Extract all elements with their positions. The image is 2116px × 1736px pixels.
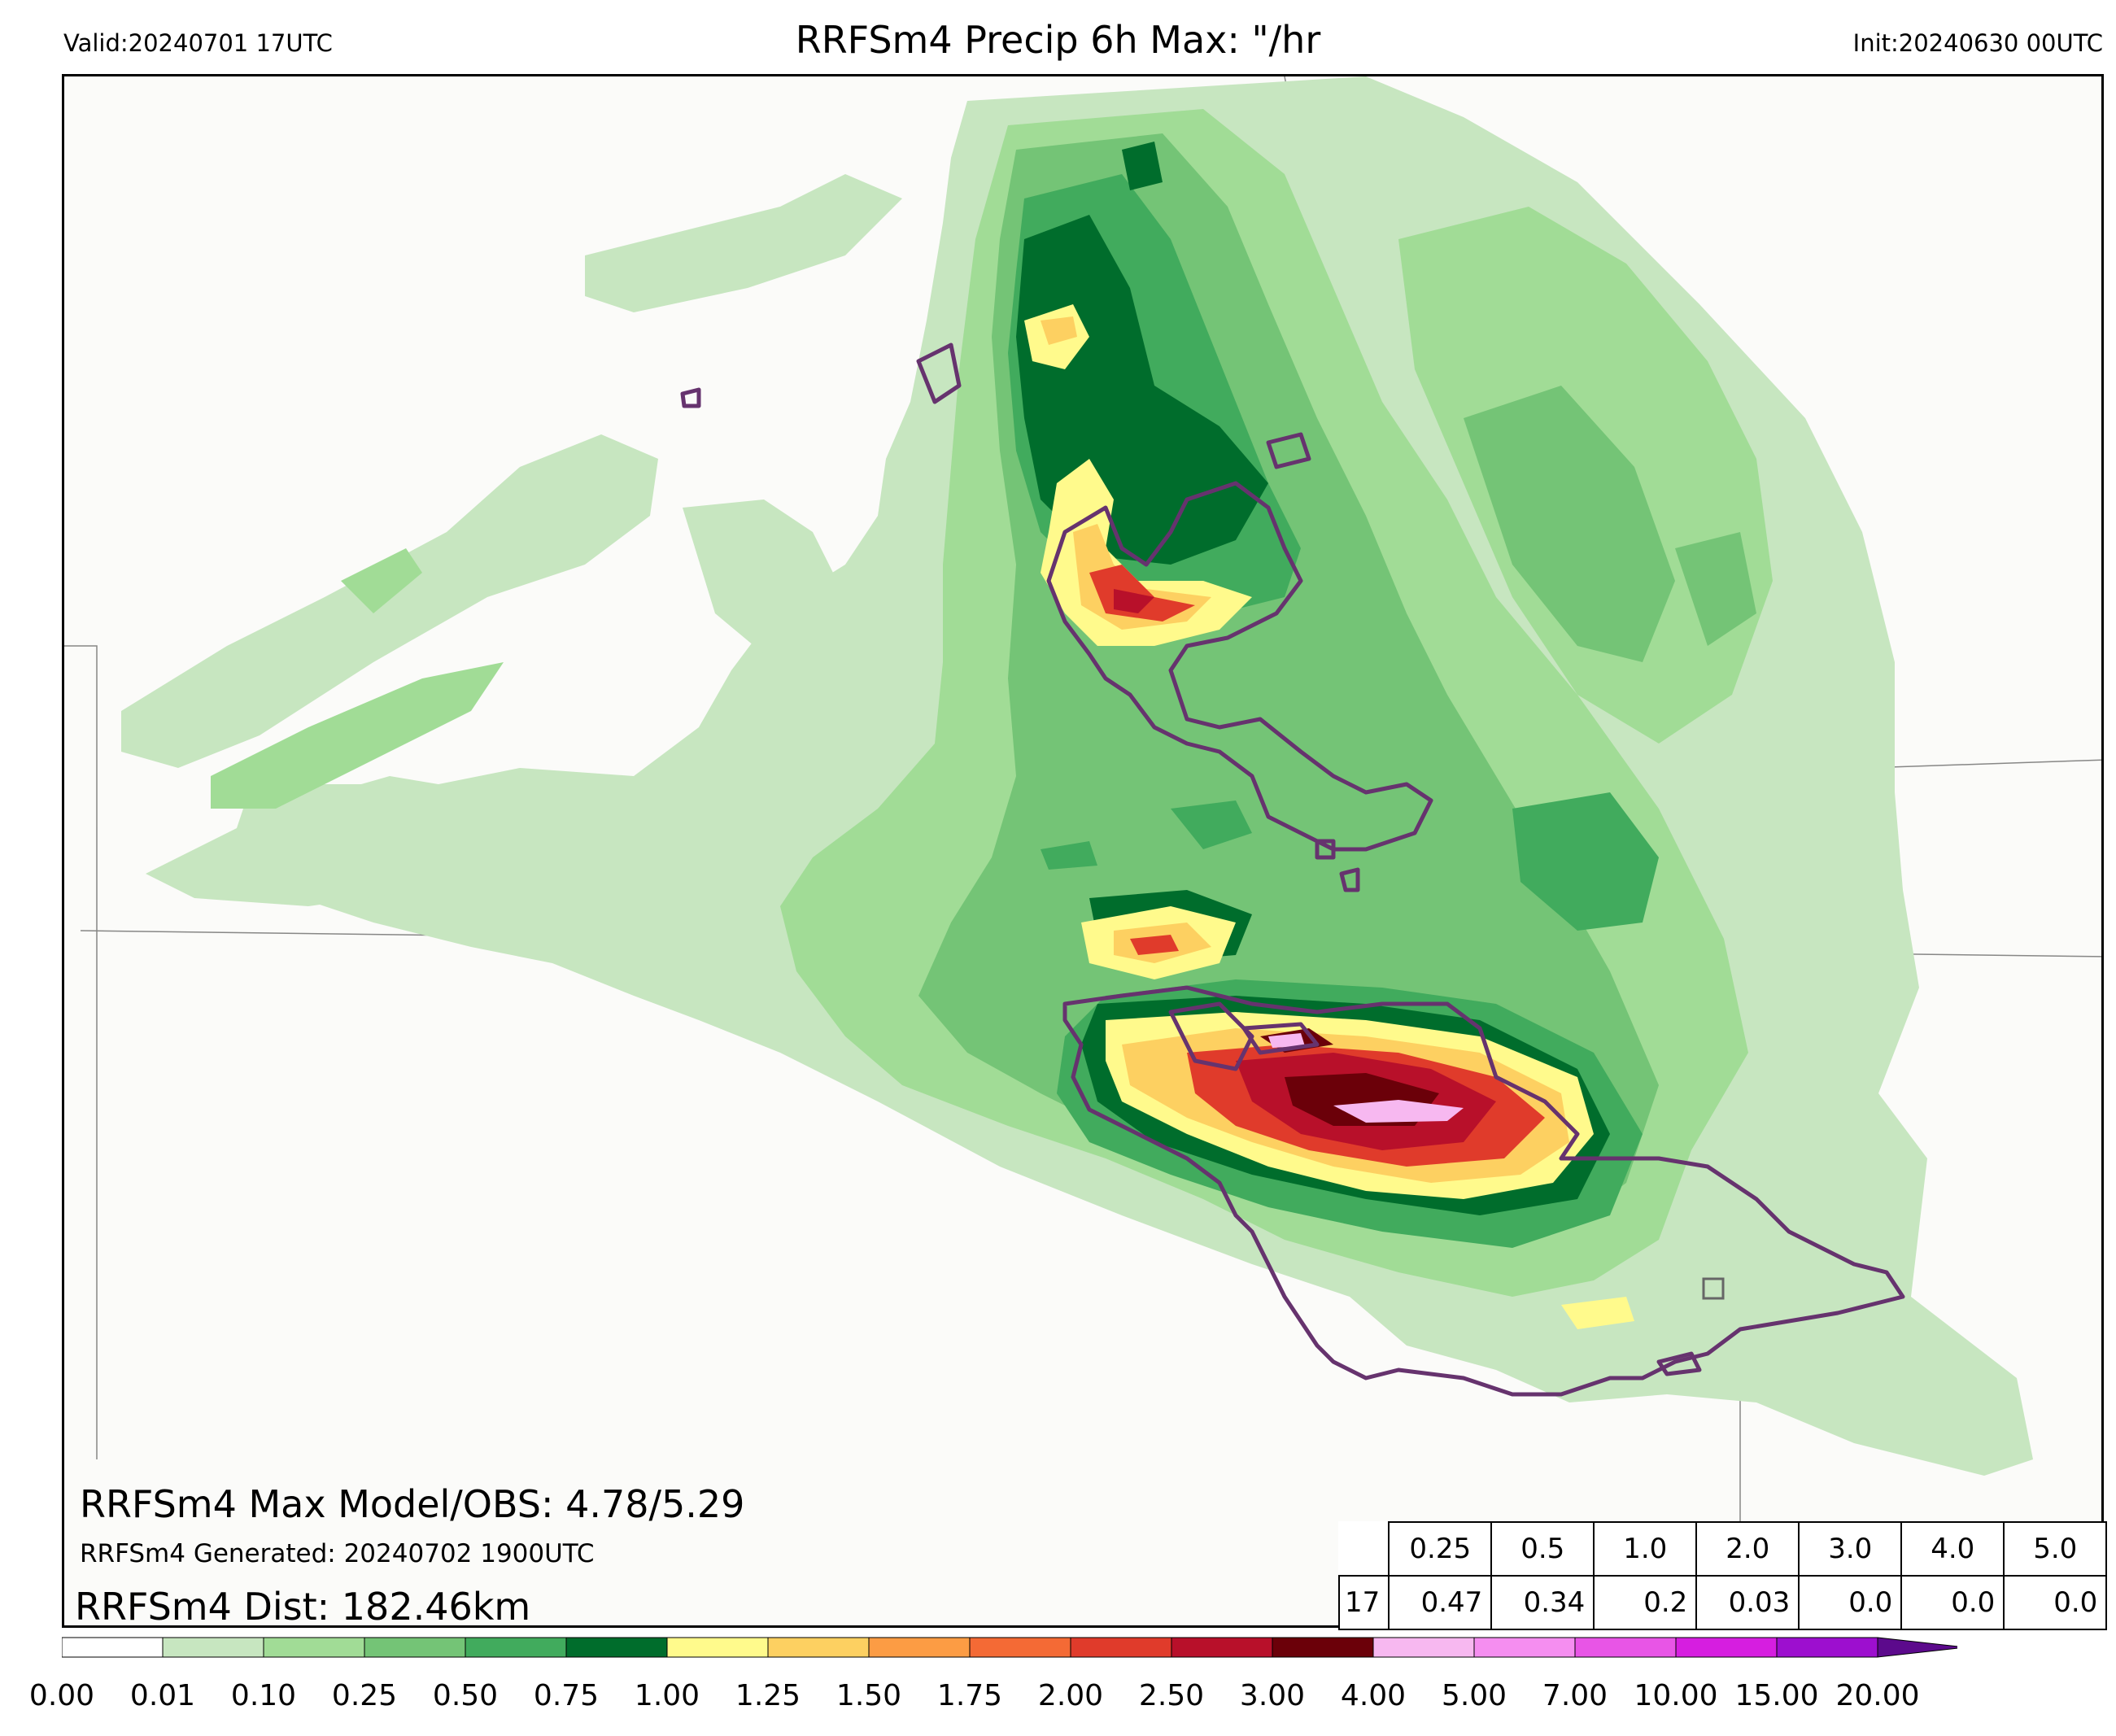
colorbar — [62, 1637, 1957, 1658]
threshold-header-row: 0.25 0.5 1.0 2.0 3.0 4.0 5.0 — [1339, 1521, 2108, 1577]
colorbar-tick-label: 20.00 — [1835, 1679, 1920, 1712]
colorbar-segment — [1070, 1637, 1172, 1658]
colorbar-segment — [465, 1637, 567, 1658]
threshold-value: 0.2 — [1593, 1575, 1698, 1630]
colorbar-segment — [1272, 1637, 1374, 1658]
threshold-header: 1.0 — [1593, 1521, 1698, 1577]
threshold-value: 0.0 — [1798, 1575, 1903, 1630]
station-marker — [1702, 1277, 1725, 1300]
threshold-header: 3.0 — [1798, 1521, 1903, 1577]
colorbar-segment — [565, 1637, 668, 1658]
colorbar-tick-label: 0.75 — [533, 1679, 600, 1712]
threshold-value-row: 17 0.47 0.34 0.2 0.03 0.0 0.0 0.0 — [1337, 1575, 2108, 1630]
chart-title: RRFSm4 Precip 6h Max: "/hr — [795, 18, 1321, 62]
colorbar-segment — [1473, 1637, 1576, 1658]
init-time: Init:20240630 00UTC — [1852, 29, 2103, 57]
colorbar-segment — [263, 1637, 365, 1658]
colorbar-segment — [1171, 1637, 1273, 1658]
colorbar-tick-label: 7.00 — [1542, 1679, 1608, 1712]
distance: RRFSm4 Dist: 182.46km — [75, 1585, 531, 1629]
colorbar-extend-arrow — [1877, 1637, 1957, 1658]
precip-map — [62, 74, 2104, 1628]
colorbar-segment — [1675, 1637, 1778, 1658]
colorbar-tick-label: 0.50 — [432, 1679, 499, 1712]
threshold-header: 0.25 — [1388, 1521, 1493, 1577]
map-canvas — [64, 76, 2101, 1565]
colorbar-tick-label: 1.00 — [634, 1679, 700, 1712]
colorbar-segment — [62, 1637, 164, 1658]
threshold-value: 0.0 — [1900, 1575, 2005, 1630]
threshold-header: 2.0 — [1695, 1521, 1800, 1577]
colorbar-tick-label: 2.00 — [1037, 1679, 1104, 1712]
colorbar-tick-label: 0.01 — [129, 1679, 196, 1712]
threshold-value: 0.34 — [1490, 1575, 1595, 1630]
generated-time: RRFSm4 Generated: 20240702 1900UTC — [80, 1539, 595, 1568]
threshold-header: 4.0 — [1900, 1521, 2005, 1577]
colorbar-tick-label: 1.50 — [835, 1679, 902, 1712]
max-model-obs: RRFSm4 Max Model/OBS: 4.78/5.29 — [80, 1482, 745, 1526]
obs-contour — [680, 342, 1905, 1397]
colorbar-tick-label: 15.00 — [1734, 1679, 1819, 1712]
colorbar-segment — [1372, 1637, 1475, 1658]
table-corner — [1339, 1522, 1389, 1576]
threshold-table: 0.25 0.5 1.0 2.0 3.0 4.0 5.0 17 0.47 0.3… — [1337, 1521, 2108, 1630]
colorbar-tick-label: 10.00 — [1634, 1679, 1718, 1712]
threshold-value: 0.03 — [1695, 1575, 1800, 1630]
colorbar-tick-label: 3.00 — [1239, 1679, 1306, 1712]
colorbar-tick-label: 0.00 — [28, 1679, 95, 1712]
colorbar-segment — [868, 1637, 971, 1658]
colorbar-segment — [162, 1637, 264, 1658]
colorbar-tick-label: 1.75 — [936, 1679, 1003, 1712]
colorbar-tick-label: 4.00 — [1340, 1679, 1407, 1712]
threshold-header: 0.5 — [1490, 1521, 1595, 1577]
colorbar-tick-label: 0.25 — [331, 1679, 398, 1712]
colorbar-tick-label: 5.00 — [1441, 1679, 1507, 1712]
threshold-value: 0.47 — [1388, 1575, 1493, 1630]
threshold-header: 5.0 — [2003, 1521, 2108, 1577]
row-label: 17 — [1337, 1575, 1390, 1630]
colorbar-segment — [364, 1637, 466, 1658]
colorbar-segment — [767, 1637, 870, 1658]
valid-time: Valid:20240701 17UTC — [63, 29, 333, 57]
colorbar-tick-label: 0.10 — [230, 1679, 297, 1712]
colorbar-tick-label: 2.50 — [1138, 1679, 1205, 1712]
colorbar-segment — [969, 1637, 1071, 1658]
colorbar-segment — [1574, 1637, 1677, 1658]
threshold-value: 0.0 — [2003, 1575, 2108, 1630]
precip-pink — [1268, 1033, 1464, 1123]
colorbar-tick-label: 1.25 — [735, 1679, 801, 1712]
colorbar-segment — [666, 1637, 769, 1658]
colorbar-segment — [1776, 1637, 1878, 1658]
